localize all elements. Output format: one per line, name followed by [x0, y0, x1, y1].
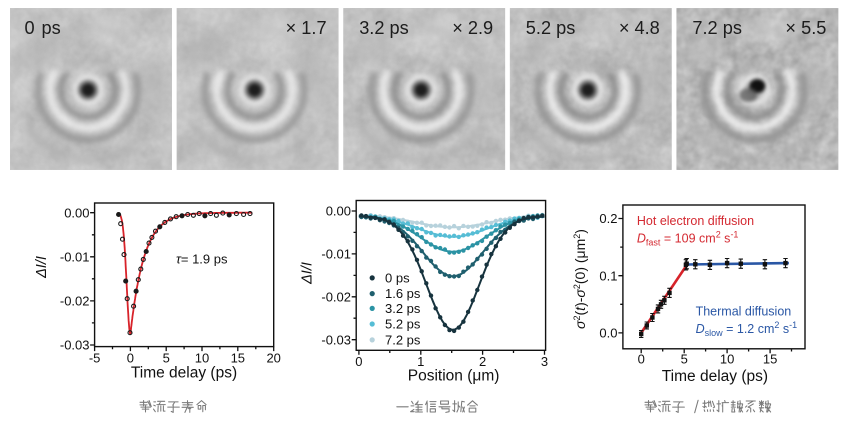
svg-text:σ2(t)-σ2(0) (μm2): σ2(t)-σ2(0) (μm2)	[572, 229, 588, 329]
svg-text:15: 15	[231, 351, 245, 366]
svg-text:3.2 ps: 3.2 ps	[385, 301, 421, 316]
svg-text:Dfast = 109 cm2 s-1: Dfast = 109 cm2 s-1	[637, 230, 739, 248]
svg-text:0: 0	[638, 352, 645, 367]
svg-text:0.00: 0.00	[326, 204, 351, 219]
svg-text:7.2 ps: 7.2 ps	[692, 18, 742, 38]
svg-text:10: 10	[720, 352, 734, 367]
svg-text:0: 0	[355, 354, 362, 369]
svg-text:-0.03: -0.03	[321, 332, 351, 347]
svg-text:Dslow = 1.2 cm2 s-1: Dslow = 1.2 cm2 s-1	[696, 320, 798, 338]
svg-text:5: 5	[163, 351, 170, 366]
svg-text:× 2.9: × 2.9	[452, 18, 493, 38]
svg-text:2: 2	[479, 354, 486, 369]
svg-text:-0.02: -0.02	[321, 289, 351, 304]
svg-text:-0.01: -0.01	[321, 247, 351, 262]
svg-text:ΔI/I: ΔI/I	[34, 256, 50, 279]
svg-text:-0.02: -0.02	[60, 294, 90, 309]
svg-text:7.2 ps: 7.2 ps	[385, 333, 421, 348]
svg-text:-5: -5	[89, 351, 101, 366]
svg-text:3.2 ps: 3.2 ps	[359, 18, 409, 38]
svg-text:ΔI/I: ΔI/I	[300, 262, 316, 285]
svg-text:-0.03: -0.03	[60, 338, 90, 353]
svg-text:5.2 ps: 5.2 ps	[385, 317, 421, 332]
svg-text:15: 15	[763, 352, 777, 367]
svg-text:1.6 ps: 1.6 ps	[385, 286, 421, 301]
svg-text:× 1.7: × 1.7	[286, 18, 327, 38]
svg-text:0: 0	[127, 351, 134, 366]
svg-text:ps: ps	[42, 18, 61, 38]
svg-text:× 5.5: × 5.5	[785, 18, 826, 38]
svg-text:0.00: 0.00	[64, 205, 89, 220]
svg-text:0 ps: 0 ps	[385, 271, 410, 286]
svg-text:0.1: 0.1	[599, 268, 617, 283]
svg-text:τ= 1.9 ps: τ= 1.9 ps	[176, 252, 228, 267]
svg-text:10: 10	[195, 351, 209, 366]
svg-text:5: 5	[681, 352, 688, 367]
svg-text:0: 0	[25, 18, 35, 38]
svg-text:Position (μm): Position (μm)	[408, 368, 500, 385]
svg-text:0.0: 0.0	[599, 326, 617, 341]
svg-text:1: 1	[417, 354, 424, 369]
svg-text:Thermal diffusion: Thermal diffusion	[696, 305, 792, 319]
svg-text:Time delay (ps): Time delay (ps)	[131, 365, 237, 382]
svg-text:Hot electron diffusion: Hot electron diffusion	[637, 214, 754, 228]
svg-text:Time delay (ps): Time delay (ps)	[662, 368, 768, 385]
svg-text:× 4.8: × 4.8	[619, 18, 660, 38]
svg-text:-0.01: -0.01	[60, 249, 90, 264]
svg-text:5.2 ps: 5.2 ps	[526, 18, 576, 38]
svg-text:20: 20	[266, 351, 280, 366]
svg-text:3: 3	[541, 354, 548, 369]
svg-text:0.2: 0.2	[599, 211, 617, 226]
